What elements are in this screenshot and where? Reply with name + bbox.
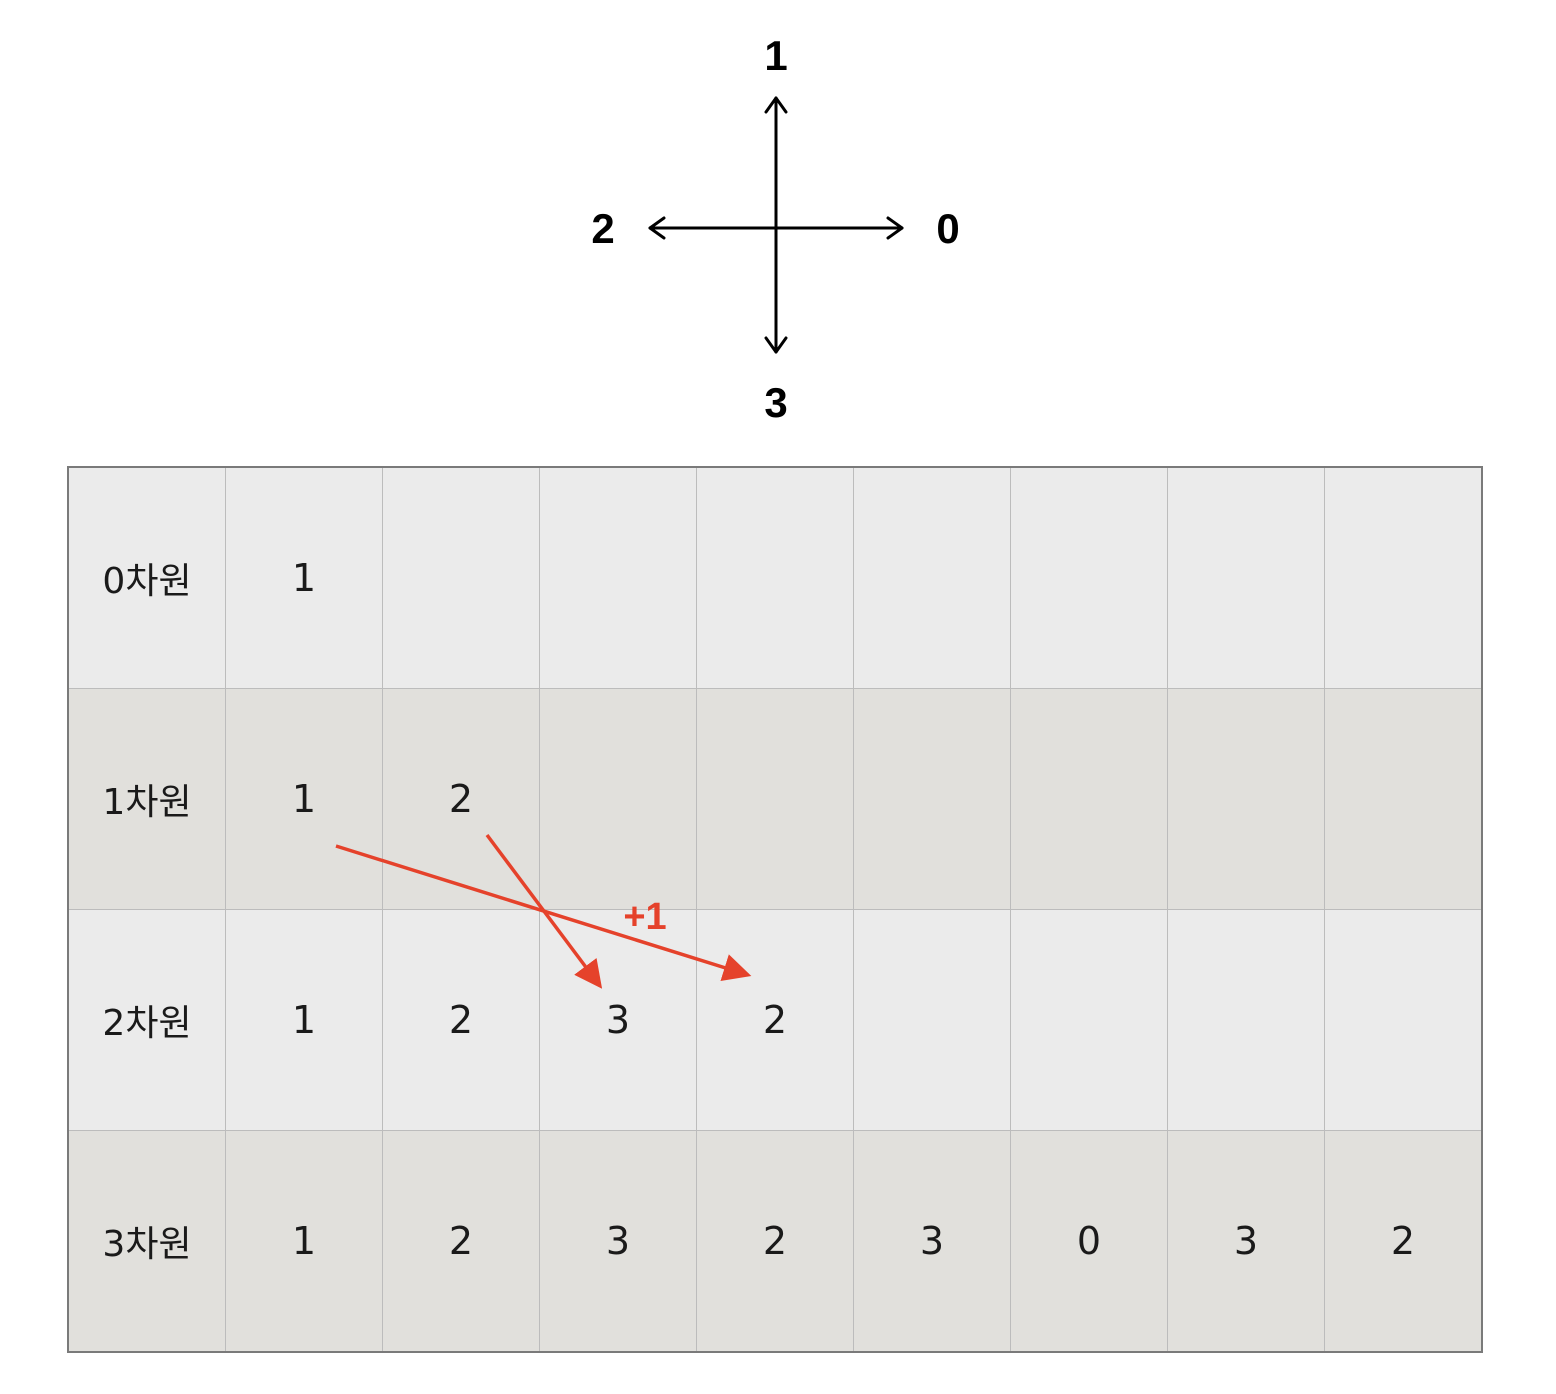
up-arrowhead	[764, 96, 788, 114]
table-cell: 2	[696, 1130, 854, 1353]
table-cell	[1167, 688, 1325, 910]
direction-label-left: 2	[591, 205, 614, 252]
table-cell: 2	[382, 909, 540, 1131]
table-row: 0차원 1	[67, 466, 1483, 689]
table-cell	[382, 466, 540, 689]
table-cell	[1324, 688, 1483, 910]
row-label: 0차원	[67, 466, 226, 689]
table-cell	[696, 466, 854, 689]
table-cell	[1010, 909, 1168, 1131]
table-cell: 3	[1167, 1130, 1325, 1353]
table-cell: 2	[382, 688, 540, 910]
table-cell	[1010, 466, 1168, 689]
down-arrowhead	[764, 336, 788, 354]
table-cell	[853, 688, 1011, 910]
direction-label-down: 3	[764, 379, 787, 426]
right-arrowhead	[886, 216, 904, 240]
table-cell: 2	[382, 1130, 540, 1353]
row-label: 2차원	[67, 909, 226, 1131]
table-cell	[1010, 688, 1168, 910]
table-cell: 2	[696, 909, 854, 1131]
table-cell: 3	[853, 1130, 1011, 1353]
table-row: 3차원 1 2 3 2 3 0 3 2	[67, 1130, 1483, 1353]
table-cell: 1	[225, 1130, 383, 1353]
direction-compass: 1 0 2 3	[591, 32, 959, 426]
table-cell	[1324, 466, 1483, 689]
table-cell: 3	[539, 909, 697, 1131]
table-cell	[539, 688, 697, 910]
table-cell	[853, 466, 1011, 689]
row-label: 1차원	[67, 688, 226, 910]
table-cell	[696, 688, 854, 910]
table-cell	[539, 466, 697, 689]
direction-label-right: 0	[936, 205, 959, 252]
table-cell: 3	[539, 1130, 697, 1353]
table-cell: 1	[225, 466, 383, 689]
table-cell: 1	[225, 909, 383, 1131]
table-cell	[853, 909, 1011, 1131]
table-row: 1차원 1 2	[67, 688, 1483, 910]
table-cell: 2	[1324, 1130, 1483, 1353]
table-cell	[1167, 909, 1325, 1131]
dimension-table: 0차원 1 1차원 1 2 2차원 1 2 3 2 3차원 1 2 3 2 3 0 3 2	[67, 466, 1483, 1353]
table-row: 2차원 1 2 3 2	[67, 909, 1483, 1131]
table-cell: 1	[225, 688, 383, 910]
row-label: 3차원	[67, 1130, 226, 1353]
left-arrowhead	[648, 216, 666, 240]
table-cell	[1324, 909, 1483, 1131]
table-cell	[1167, 466, 1325, 689]
table-cell: 0	[1010, 1130, 1168, 1353]
direction-label-up: 1	[764, 32, 787, 79]
